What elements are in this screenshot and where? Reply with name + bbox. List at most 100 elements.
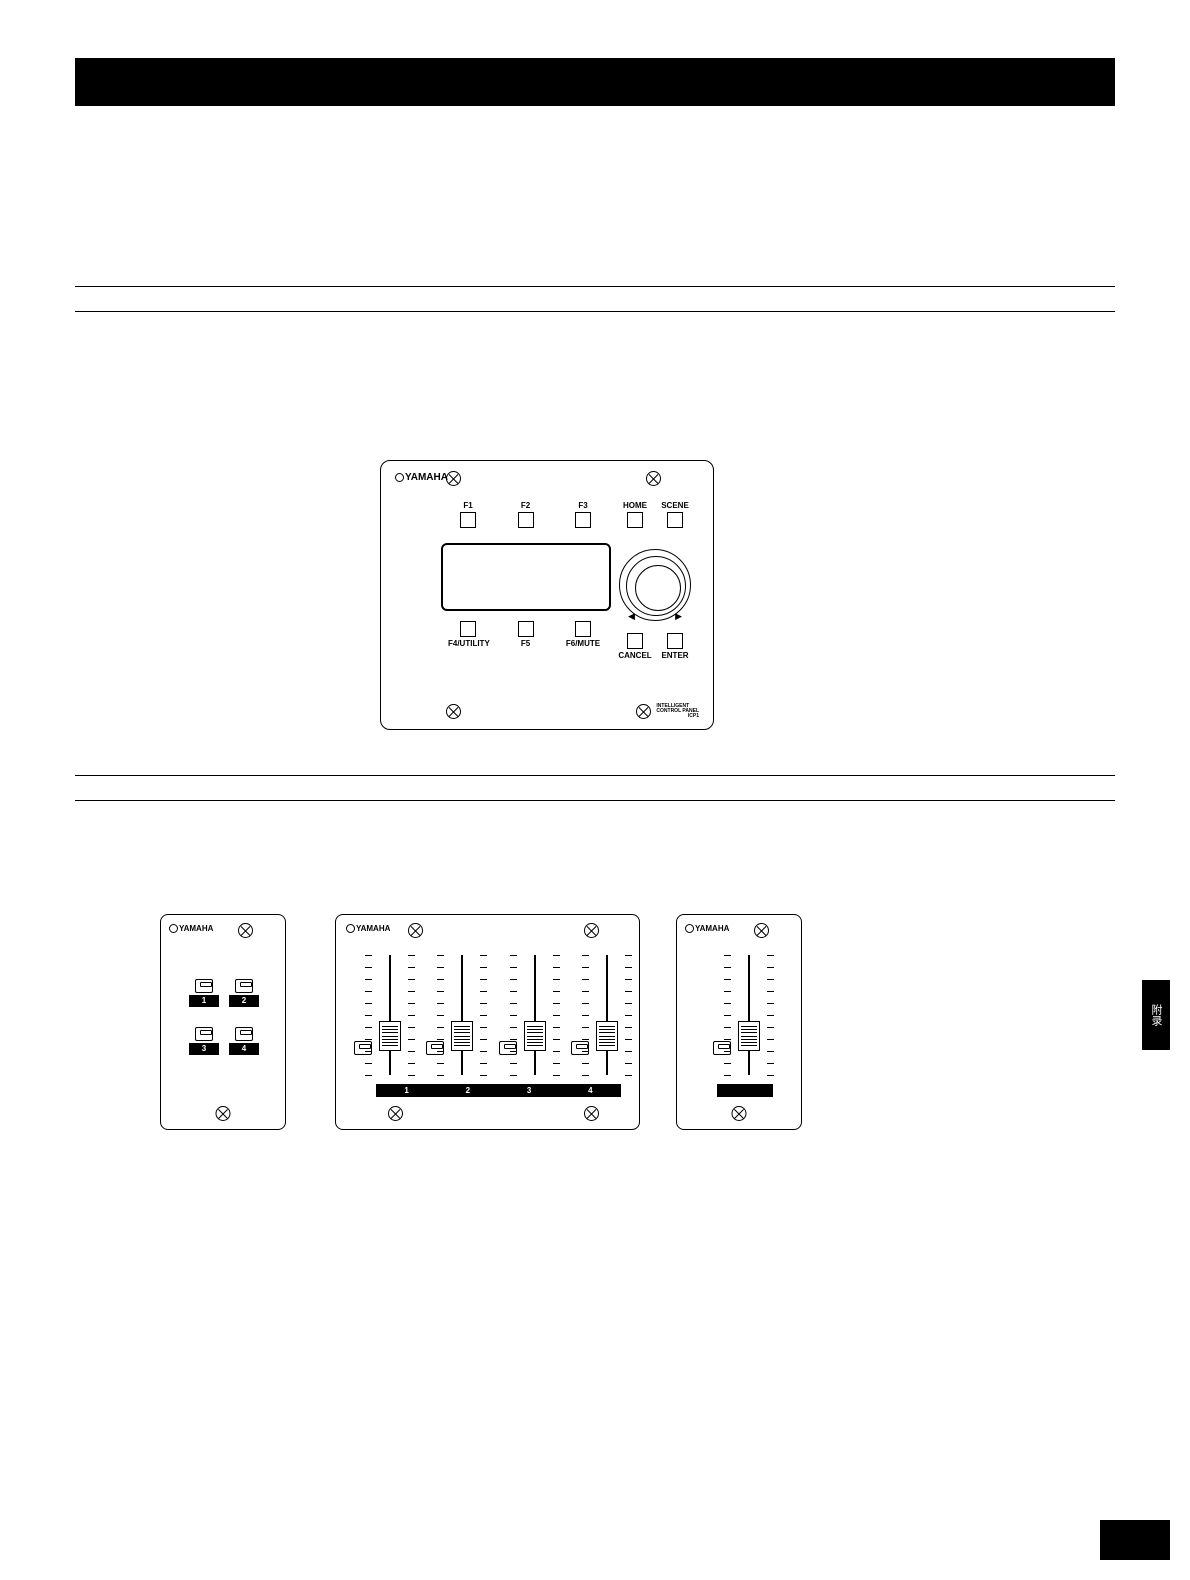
key-label: F2 — [506, 501, 546, 510]
switch-3: 3 — [189, 1027, 219, 1055]
screw-icon — [216, 1106, 231, 1121]
screw-icon — [238, 923, 253, 938]
fader — [499, 955, 549, 1075]
arrow-left-icon: ◀ — [628, 611, 635, 622]
page-number-box — [1100, 1520, 1170, 1560]
fader-switch[interactable] — [571, 1041, 589, 1055]
fader-track[interactable] — [735, 955, 763, 1075]
yamaha-logo: YAMAHA — [169, 924, 213, 933]
divider — [75, 800, 1115, 801]
f1-key: F1 — [448, 501, 488, 528]
yamaha-logo: YAMAHA — [685, 924, 729, 933]
fader-switch[interactable] — [713, 1041, 731, 1055]
cp4sf-panel: YAMAHA 1234 — [335, 914, 640, 1130]
arrow-right-icon: ▶ — [675, 611, 682, 622]
fader-knob[interactable] — [451, 1021, 473, 1051]
fader-track[interactable] — [448, 955, 476, 1075]
divider — [75, 311, 1115, 312]
screw-icon — [446, 471, 461, 486]
button-icon[interactable] — [575, 621, 591, 637]
fader-knob[interactable] — [738, 1021, 760, 1051]
switch-button[interactable] — [235, 979, 253, 993]
button-icon[interactable] — [627, 512, 643, 528]
fader-label: 4 — [560, 1084, 621, 1097]
home-scene-keys: HOME SCENE — [615, 501, 695, 528]
key-label: CANCEL — [615, 651, 655, 660]
screw-icon — [646, 471, 661, 486]
lcd-screen — [441, 543, 611, 611]
fader-switch[interactable] — [426, 1041, 444, 1055]
function-keys-top: F1 F2 F3 — [448, 501, 603, 528]
yamaha-logo: YAMAHA — [346, 924, 390, 933]
button-icon[interactable] — [460, 512, 476, 528]
jog-dial[interactable]: ◀ ▶ — [619, 549, 691, 621]
fader-label: 3 — [499, 1084, 560, 1097]
switch-label: 2 — [229, 995, 259, 1007]
fader-track[interactable] — [521, 955, 549, 1075]
key-label: HOME — [615, 501, 655, 510]
fader-track[interactable] — [593, 955, 621, 1075]
screw-icon — [754, 923, 769, 938]
yamaha-logo: YAMAHA — [395, 472, 448, 483]
scene-key: SCENE — [655, 501, 695, 528]
button-icon[interactable] — [518, 621, 534, 637]
fader — [713, 955, 763, 1075]
fader-knob[interactable] — [596, 1021, 618, 1051]
switch-button[interactable] — [195, 979, 213, 993]
f5-key: F5 — [506, 621, 546, 648]
cancel-enter-keys: CANCEL ENTER — [615, 633, 695, 660]
button-icon[interactable] — [575, 512, 591, 528]
f2-key: F2 — [506, 501, 546, 528]
button-icon[interactable] — [627, 633, 643, 649]
screw-icon — [732, 1106, 747, 1121]
function-keys-bottom: F4/UTILITY F5 F6/MUTE — [448, 621, 603, 648]
fader-switch[interactable] — [354, 1041, 372, 1055]
key-label: F4/UTILITY — [448, 639, 488, 648]
screw-icon — [446, 704, 461, 719]
fader-label: 1 — [376, 1084, 437, 1097]
fader-label — [717, 1084, 773, 1097]
f6-key: F6/MUTE — [563, 621, 603, 648]
enter-key: ENTER — [655, 633, 695, 660]
fader-knob[interactable] — [524, 1021, 546, 1051]
side-tab: 附录 — [1142, 980, 1170, 1050]
button-icon[interactable] — [667, 633, 683, 649]
button-icon[interactable] — [460, 621, 476, 637]
key-label: F3 — [563, 501, 603, 510]
screw-icon — [584, 923, 599, 938]
fader-switch[interactable] — [499, 1041, 517, 1055]
fader-track[interactable] — [376, 955, 404, 1075]
cp1sf-panel: YAMAHA — [676, 914, 802, 1130]
screw-icon — [584, 1106, 599, 1121]
fader-label: 2 — [437, 1084, 498, 1097]
button-icon[interactable] — [667, 512, 683, 528]
key-label: SCENE — [655, 501, 695, 510]
home-key: HOME — [615, 501, 655, 528]
title-bar — [75, 58, 1115, 106]
fader — [426, 955, 476, 1075]
fader — [571, 955, 621, 1075]
switch-label: 1 — [189, 995, 219, 1007]
product-branding: INTELLIGENT CONTROL PANEL ICP1 — [656, 704, 699, 719]
f4-key: F4/UTILITY — [448, 621, 488, 648]
fader-knob[interactable] — [379, 1021, 401, 1051]
key-label: F5 — [506, 639, 546, 648]
switch-button[interactable] — [235, 1027, 253, 1041]
key-label: F1 — [448, 501, 488, 510]
cp4sw-panel: YAMAHA 1 2 3 — [160, 914, 286, 1130]
button-icon[interactable] — [518, 512, 534, 528]
switch-button[interactable] — [195, 1027, 213, 1041]
fader — [354, 955, 404, 1075]
f3-key: F3 — [563, 501, 603, 528]
screw-icon — [388, 1106, 403, 1121]
cancel-key: CANCEL — [615, 633, 655, 660]
screw-icon — [636, 704, 651, 719]
switch-label: 3 — [189, 1043, 219, 1055]
switch-1: 1 — [189, 979, 219, 1007]
switch-2: 2 — [229, 979, 259, 1007]
screw-icon — [408, 923, 423, 938]
key-label: ENTER — [655, 651, 695, 660]
switch-label: 4 — [229, 1043, 259, 1055]
key-label: F6/MUTE — [563, 639, 603, 648]
switch-4: 4 — [229, 1027, 259, 1055]
